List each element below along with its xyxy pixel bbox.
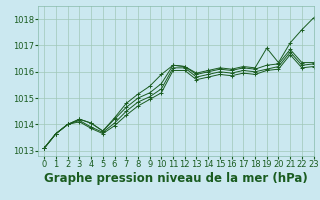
X-axis label: Graphe pression niveau de la mer (hPa): Graphe pression niveau de la mer (hPa) — [44, 172, 308, 185]
